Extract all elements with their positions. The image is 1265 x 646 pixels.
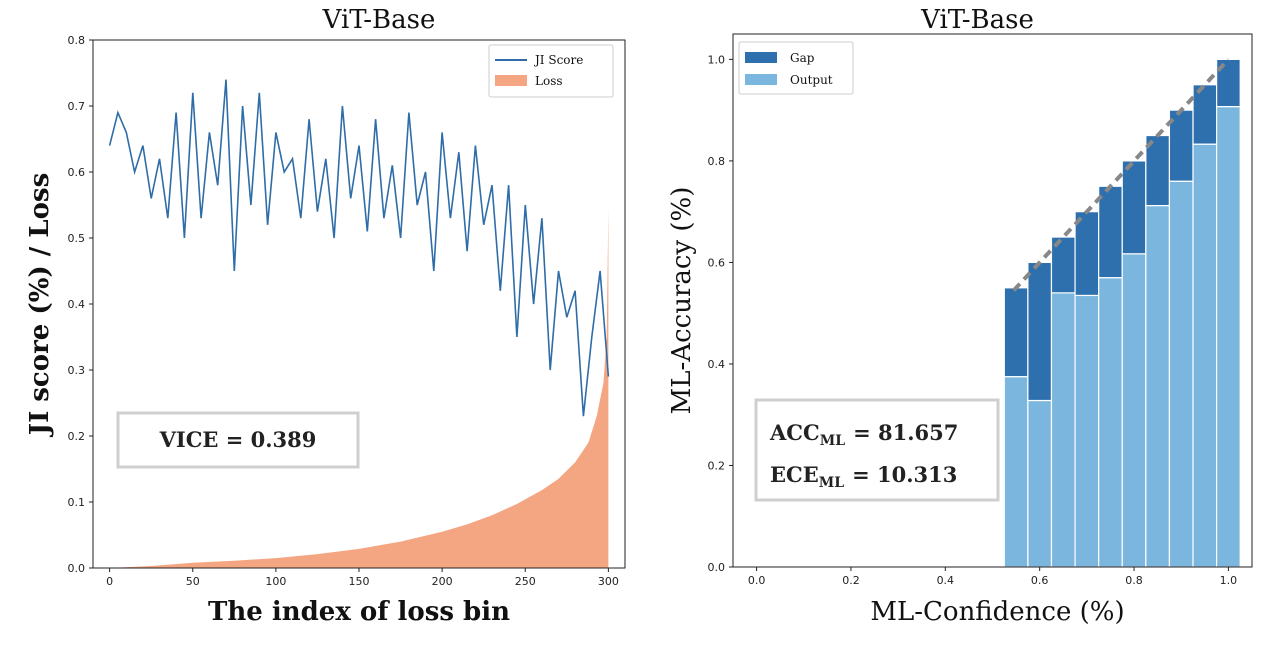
x-tick-label: 0.0 xyxy=(748,574,766,587)
x-tick-label: 0.2 xyxy=(842,574,860,587)
y-tick-label: 0.7 xyxy=(68,100,86,113)
y-tick-label: 0.6 xyxy=(708,256,726,269)
ece-subscript: ML xyxy=(819,475,844,491)
metrics-box xyxy=(754,398,1000,502)
left-legend: JI Score Loss xyxy=(488,44,614,98)
gap-bar xyxy=(1098,185,1123,279)
output-bar xyxy=(1168,180,1194,568)
left-y-axis-label: JI score (%) / Loss xyxy=(25,173,55,437)
y-tick-label: 1.0 xyxy=(708,53,726,66)
y-tick-label: 0.4 xyxy=(708,358,726,371)
right-plot-frame xyxy=(732,33,1253,568)
output-bar xyxy=(1027,399,1053,568)
x-tick-label: 200 xyxy=(432,575,453,588)
output-bar xyxy=(1003,376,1029,568)
output-bar xyxy=(1145,204,1171,568)
left-chart-title: ViT-Base xyxy=(322,5,436,35)
x-tick-label: 100 xyxy=(265,575,286,588)
legend-loss-label: Loss xyxy=(535,74,563,88)
right-chart-title: ViT-Base xyxy=(920,5,1034,35)
acc-label: ACC xyxy=(769,420,820,445)
y-tick-label: 0.4 xyxy=(68,298,86,311)
output-bar xyxy=(1050,292,1076,568)
ece-value: = 10.313 xyxy=(852,462,957,487)
left-chart: 0 50 100 150 200 250 300 0.0 0.1 0.2 0.3 0.4 0.5 0.6 0… xyxy=(25,5,626,627)
x-tick-label: 1.0 xyxy=(1220,574,1238,587)
y-tick-label: 0.1 xyxy=(68,496,86,509)
right-legend: Gap Output xyxy=(738,41,854,95)
x-tick-label: 50 xyxy=(186,575,200,588)
acc-metric: ACCML = 81.657 xyxy=(769,420,958,449)
y-tick-label: 0.5 xyxy=(68,232,86,245)
y-tick-label: 0.3 xyxy=(68,364,86,377)
gap-bar xyxy=(1121,160,1147,255)
vice-value: VICE = 0.389 xyxy=(159,427,317,452)
legend-gap-swatch xyxy=(745,52,777,63)
legend-output-swatch xyxy=(745,74,777,85)
output-bar xyxy=(1216,105,1241,568)
acc-value: = 81.657 xyxy=(853,420,958,445)
gap-bar xyxy=(1074,211,1100,297)
x-tick-label: 0.6 xyxy=(1031,574,1049,587)
x-tick-label: 150 xyxy=(349,575,370,588)
y-tick-label: 0.8 xyxy=(68,34,86,47)
ece-label: ECE xyxy=(770,462,819,487)
gap-bar xyxy=(1003,287,1029,378)
x-tick-label: 300 xyxy=(598,575,619,588)
y-tick-label: 0.8 xyxy=(708,155,726,168)
output-bar xyxy=(1074,294,1100,568)
legend-ji-label: JI Score xyxy=(533,53,583,67)
y-tick-label: 0.6 xyxy=(68,166,86,179)
x-tick-label: 0.4 xyxy=(937,574,955,587)
vice-annotation: VICE = 0.389 xyxy=(116,411,360,469)
output-bar xyxy=(1098,277,1123,568)
gap-bar xyxy=(1027,261,1053,402)
x-tick-label: 250 xyxy=(515,575,536,588)
output-bar xyxy=(1121,253,1147,568)
gap-bar xyxy=(1192,84,1218,145)
acc-subscript: ML xyxy=(820,433,845,449)
ji-score-line xyxy=(108,79,610,417)
legend-gap-label: Gap xyxy=(790,51,815,65)
loss-area xyxy=(109,208,609,569)
right-y-axis-label: ML-Accuracy (%) xyxy=(667,187,697,415)
y-tick-label: 0.2 xyxy=(708,459,726,472)
legend-loss-swatch xyxy=(495,75,527,86)
perfect-calibration-line xyxy=(1012,58,1230,292)
right-chart: 0.0 0.2 0.4 0.6 0.8 1.0 0.0 0.2 0.4 0.6 0.8 1.0 ViT-… xyxy=(667,5,1253,627)
output-bar xyxy=(1192,143,1218,568)
ece-metric: ECEML = 10.313 xyxy=(770,462,957,491)
y-tick-label: 0.2 xyxy=(68,430,86,443)
y-tick-label: 0.0 xyxy=(708,561,726,574)
x-tick-label: 0 xyxy=(106,575,113,588)
vice-box xyxy=(116,411,360,469)
right-x-axis-label: ML-Confidence (%) xyxy=(870,597,1124,627)
y-tick-label: 0.0 xyxy=(68,562,86,575)
left-x-axis-label: The index of loss bin xyxy=(208,597,510,627)
legend-output-label: Output xyxy=(790,73,833,87)
x-tick-label: 0.8 xyxy=(1125,574,1143,587)
